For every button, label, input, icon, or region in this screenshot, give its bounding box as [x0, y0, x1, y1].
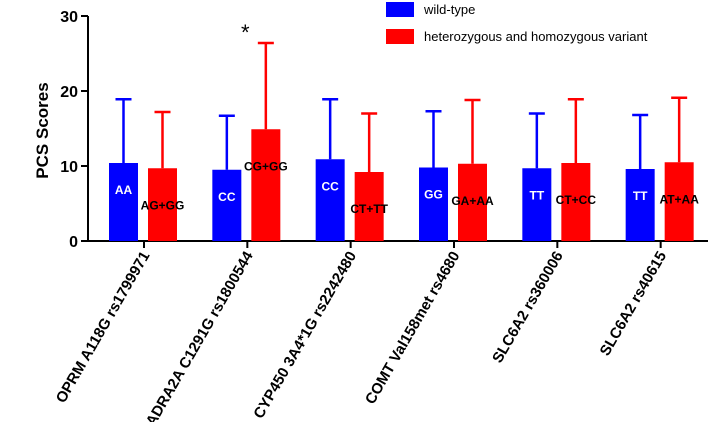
y-tick-label: 20: [60, 84, 78, 101]
bar-label: TT: [529, 188, 544, 202]
x-tick-label: ADRA2A C1291G rs1800544: [143, 248, 257, 422]
bar: [109, 163, 138, 241]
bar: [315, 159, 345, 241]
y-axis-label: PCS Scores: [33, 82, 52, 178]
legend-swatch: [386, 2, 414, 17]
bar: [522, 168, 552, 241]
y-tick-label: 10: [60, 159, 78, 176]
x-tick-label: SLC6A2 rs360006: [489, 249, 567, 367]
bar-label: AT+AA: [659, 192, 699, 206]
legend: wild-type heterozygous and homozygous var…: [386, 2, 648, 44]
bar: [664, 162, 694, 241]
bar: [419, 167, 448, 241]
bar: [561, 163, 591, 241]
bar-label: TT: [633, 189, 648, 203]
y-tick-label: 0: [69, 234, 78, 251]
bar-label: CC: [218, 190, 236, 204]
bar-label: CT+CC: [556, 193, 597, 207]
bar-label: CC: [321, 179, 339, 193]
legend-swatch: [386, 29, 414, 44]
x-tick-label: CYP450 3A4*1G rs2242480: [250, 249, 360, 422]
x-tick-label: OPRM A118G rs1799971: [53, 249, 154, 407]
bar-label: AG+GG: [141, 198, 185, 212]
bars: [109, 41, 694, 241]
bar: [625, 169, 655, 241]
y-tick-label: 30: [60, 9, 78, 26]
bar-label: GA+AA: [451, 194, 494, 208]
bar: [458, 163, 487, 241]
bar: [251, 129, 281, 241]
bar-label: CT+TT: [350, 202, 388, 216]
legend-label: wild-type: [423, 2, 475, 17]
bar: [354, 172, 384, 241]
labels: AA AG+GG CC CG+GG CC CT+TT GG GA+AA TT CT+CC TT AT+…: [115, 20, 699, 216]
significance-annotation: *: [241, 20, 250, 45]
legend-label: heterozygous and homozygous variant: [424, 29, 648, 44]
bar: [212, 169, 242, 241]
bar: [148, 168, 177, 241]
bar-label: GG: [424, 188, 443, 202]
x-tick-label: SLC6A2 rs40615: [597, 249, 671, 359]
bar-label: CG+GG: [244, 159, 288, 173]
bar-label: AA: [115, 183, 133, 197]
x-tick-label: COMT Val158met rs4680: [362, 249, 463, 408]
